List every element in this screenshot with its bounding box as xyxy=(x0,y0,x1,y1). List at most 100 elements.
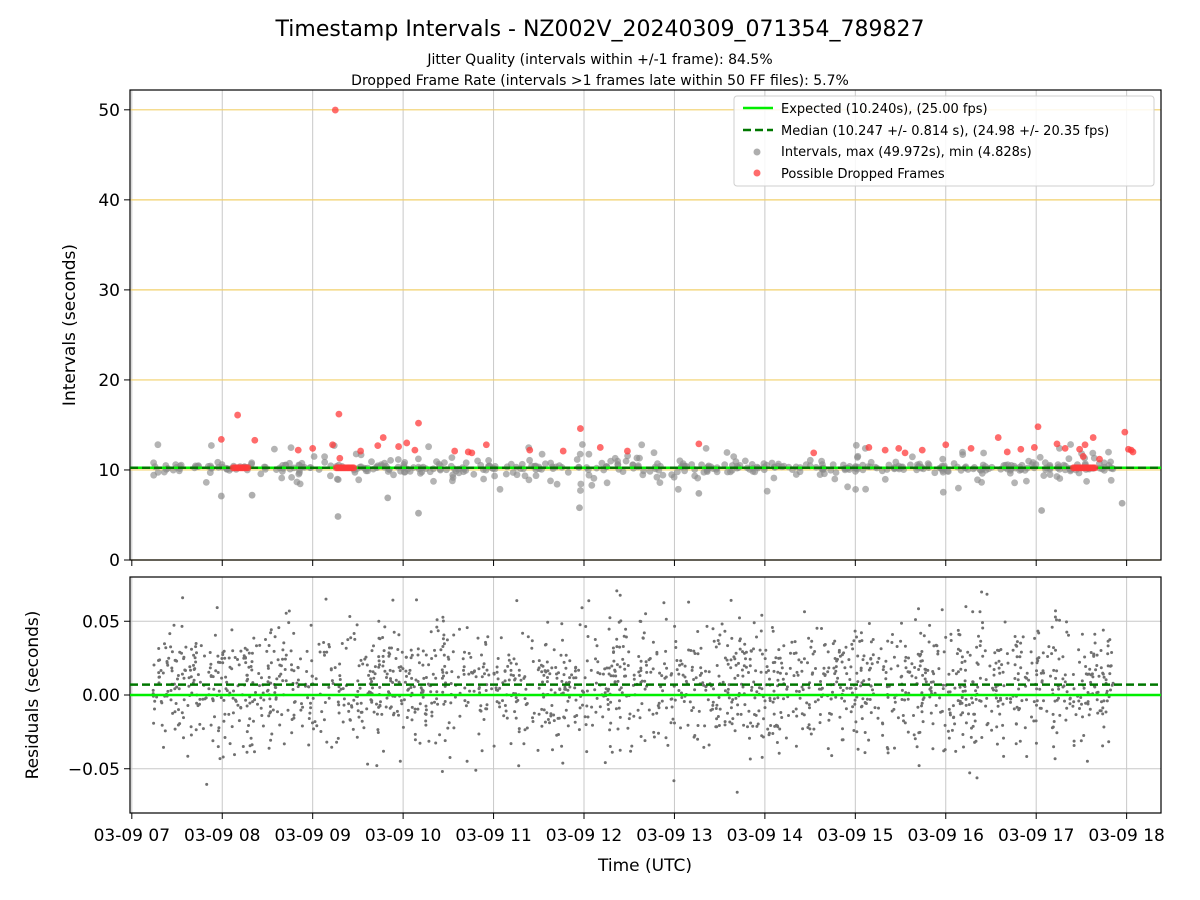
residual-point xyxy=(770,626,774,629)
residual-point xyxy=(1089,651,1093,654)
residual-point xyxy=(704,688,708,692)
dropped-frame-point-8 xyxy=(336,454,344,462)
residual-point xyxy=(589,668,593,672)
residual-point xyxy=(869,684,873,688)
residual-point xyxy=(485,707,489,711)
residual-point xyxy=(283,657,287,661)
residual-point xyxy=(446,726,450,730)
residual-point xyxy=(495,670,499,674)
dropped-frame-point-43 xyxy=(1081,441,1089,449)
residual-point xyxy=(415,598,418,602)
residual-point xyxy=(1032,700,1036,704)
residual-point xyxy=(375,702,378,706)
residual-point xyxy=(690,709,694,712)
residual-point xyxy=(222,719,226,723)
residual-point xyxy=(904,691,908,695)
residual-point xyxy=(643,679,647,683)
residual-point xyxy=(216,660,220,664)
interval-point xyxy=(585,450,593,458)
residual-point xyxy=(540,724,544,728)
residual-point xyxy=(826,747,830,751)
residual-point xyxy=(347,709,351,713)
residual-point xyxy=(730,636,734,640)
residual-point xyxy=(337,703,341,707)
residual-point xyxy=(477,687,481,691)
residual-point xyxy=(552,648,556,652)
residual-point xyxy=(509,742,513,746)
dropped-frame-point-13 xyxy=(403,439,411,447)
interval-point xyxy=(959,448,966,456)
residual-point xyxy=(378,685,382,689)
interval-point xyxy=(980,449,987,457)
residual-point xyxy=(944,635,948,639)
residual-point xyxy=(1097,674,1101,678)
residual-point xyxy=(1017,687,1021,691)
residual-point xyxy=(424,723,428,727)
residual-point xyxy=(509,668,513,672)
residual-point xyxy=(550,704,554,707)
residual-point xyxy=(344,646,348,650)
residual-point xyxy=(336,700,340,704)
residual-point xyxy=(789,651,792,655)
interval-point xyxy=(585,471,593,479)
residual-point xyxy=(157,671,161,675)
residual-point xyxy=(716,715,720,718)
residual-point xyxy=(891,633,894,636)
residual-point xyxy=(296,666,300,670)
residual-point xyxy=(377,655,381,659)
residual-point xyxy=(279,664,283,668)
residual-point xyxy=(640,702,644,706)
residual-point xyxy=(495,665,499,669)
interval-point xyxy=(668,471,676,479)
residual-point xyxy=(1080,702,1083,706)
residual-point xyxy=(618,593,622,597)
residual-point xyxy=(209,662,213,666)
residual-point xyxy=(153,707,156,711)
residual-point xyxy=(670,697,674,701)
residual-point xyxy=(1078,707,1081,710)
residual-point xyxy=(680,696,684,699)
residual-point xyxy=(613,668,617,672)
residual-point xyxy=(893,700,897,704)
residual-point xyxy=(643,687,647,691)
residual-point xyxy=(545,680,549,684)
residual-point xyxy=(292,631,296,635)
residual-point xyxy=(1051,712,1055,716)
residual-point xyxy=(896,664,900,668)
residual-point xyxy=(1096,690,1100,694)
residual-point xyxy=(663,662,666,666)
residual-point xyxy=(990,728,994,732)
residual-point xyxy=(619,619,623,623)
residual-point xyxy=(869,711,873,715)
residual-point xyxy=(360,719,364,723)
residual-point xyxy=(1055,669,1059,673)
residual-point xyxy=(251,700,255,704)
intervals-ytick-label-0: 0 xyxy=(109,551,120,571)
residual-point xyxy=(1008,697,1012,701)
residual-point xyxy=(1088,707,1092,711)
residual-point xyxy=(941,687,945,691)
residual-point xyxy=(1061,685,1065,689)
residual-point xyxy=(276,658,280,662)
dropped-frame-point-49 xyxy=(1129,448,1137,456)
interval-point xyxy=(417,469,424,477)
residual-point xyxy=(163,729,167,733)
residual-point xyxy=(598,672,602,676)
interval-point xyxy=(526,456,533,464)
residual-point xyxy=(209,723,213,727)
residual-point xyxy=(1082,686,1086,690)
residual-point xyxy=(782,697,785,701)
residual-point xyxy=(1018,739,1022,743)
dropped-frame-point-9 xyxy=(357,447,365,455)
residual-point xyxy=(616,679,620,683)
residual-point xyxy=(827,666,831,670)
residual-point xyxy=(212,687,216,691)
residual-point xyxy=(421,649,425,653)
residual-point xyxy=(772,697,776,701)
residual-point xyxy=(682,700,686,703)
residual-point xyxy=(1101,706,1105,710)
residual-point xyxy=(963,659,967,663)
residual-point xyxy=(257,672,261,675)
residual-point xyxy=(868,698,872,701)
residual-point xyxy=(480,675,484,679)
